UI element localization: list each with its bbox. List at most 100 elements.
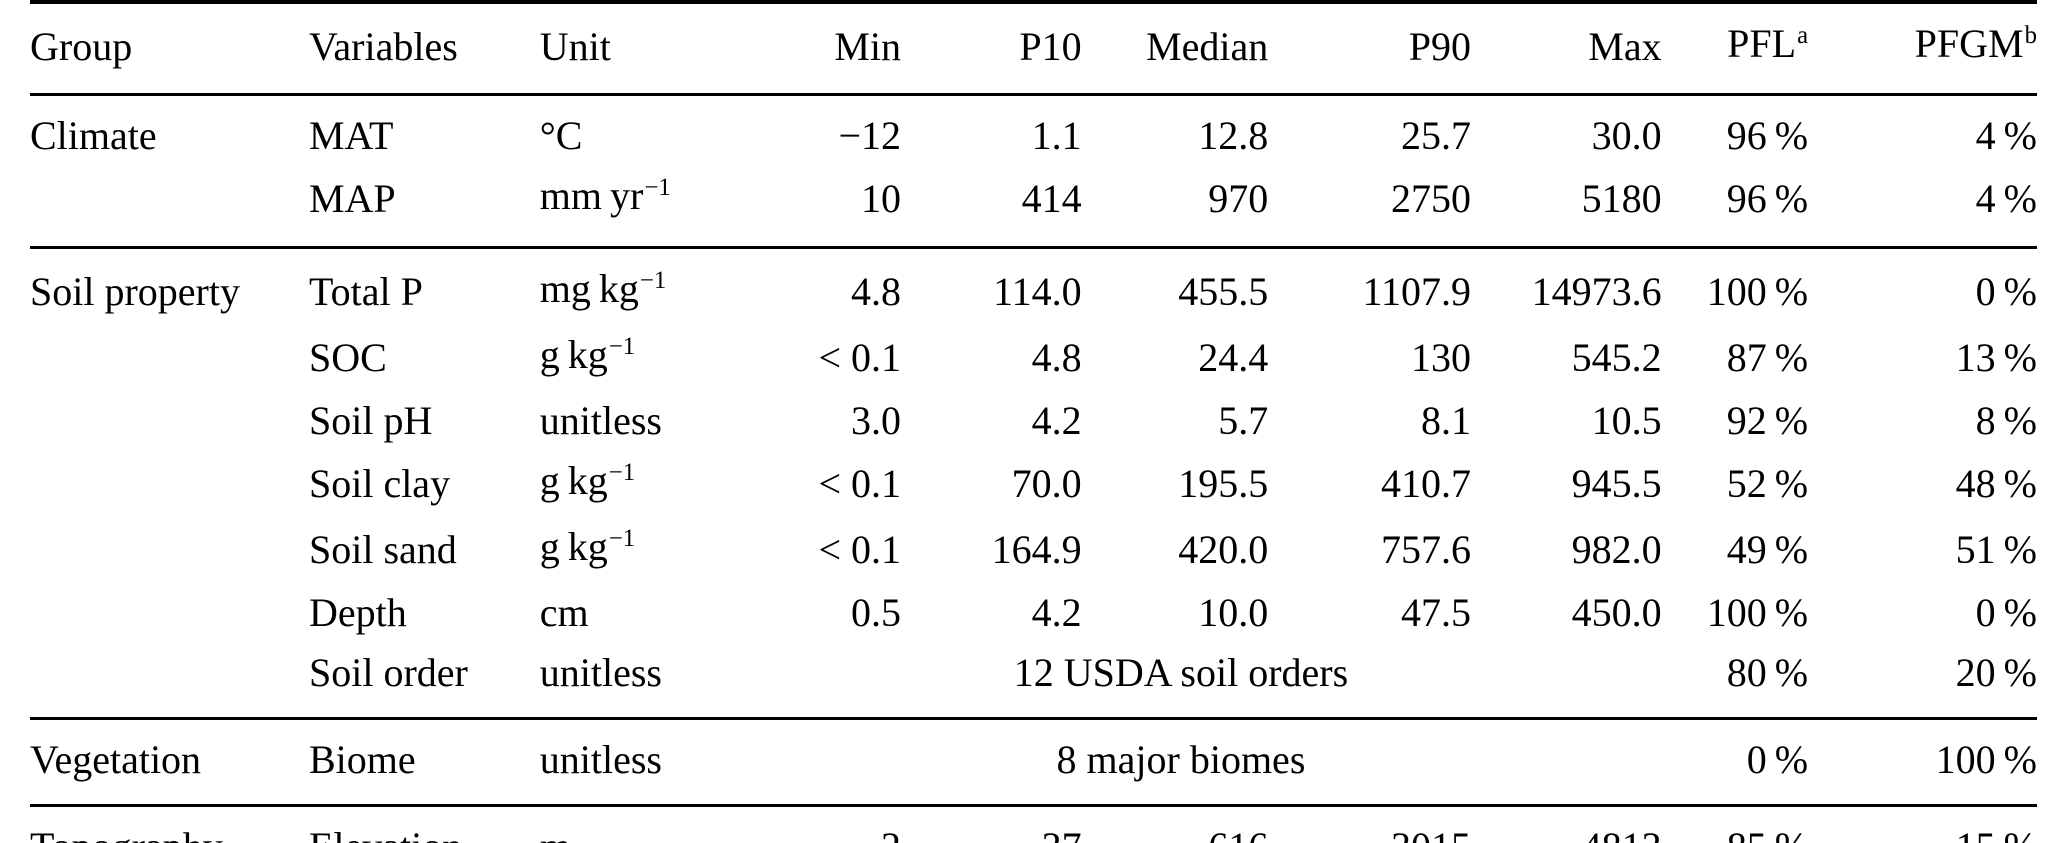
pfl-value: 96 %: [1726, 113, 1809, 158]
variable-label: MAP: [308, 176, 396, 221]
value-text: 970: [1208, 176, 1269, 221]
col-header-label: Variables: [308, 24, 458, 69]
value-text: 130: [1410, 335, 1471, 380]
pfgm-value: 0 %: [1975, 590, 2037, 635]
cell-pfgm: 20 %: [1808, 643, 2037, 719]
variable-label: MAT: [308, 113, 394, 158]
value-text: 3.0: [851, 398, 901, 443]
col-header-label: Group: [30, 24, 133, 69]
col-header-label: PFL: [1727, 21, 1797, 66]
cell-group: [30, 325, 309, 391]
value-text: 1.1: [1031, 113, 1082, 158]
cell-group: [30, 391, 309, 451]
cell-pfgm: 0 %: [1808, 248, 2037, 326]
cell-variable: Soil clay: [309, 451, 540, 517]
col-header-label: Median: [1146, 24, 1269, 69]
value-text: 25.7: [1400, 113, 1471, 158]
cell-pfl: 96 %: [1662, 166, 1808, 248]
value-text: < 0.1: [818, 461, 901, 506]
table-row: Soil sand g kg−1 < 0.1 164.9 420.0 757.6 982.0…: [30, 517, 2037, 583]
unit-label: unitless: [539, 398, 662, 443]
cell-variable: Soil pH: [309, 391, 540, 451]
cell-unit: mg kg−1: [540, 248, 701, 326]
col-header-max: Max: [1471, 2, 1661, 95]
cell-span-note: 8 major biomes: [700, 719, 1661, 806]
pfgm-value: 4 %: [1975, 176, 2037, 221]
value-text: < 0.1: [818, 527, 901, 572]
cell-variable: MAT: [309, 95, 540, 167]
cell-unit: g kg−1: [540, 325, 701, 391]
cell-max: 545.2: [1471, 325, 1662, 391]
value-text: −2: [858, 824, 901, 843]
variable-label: Biome: [308, 737, 416, 782]
value-text: 12.8: [1198, 113, 1269, 158]
value-text: 47.5: [1400, 590, 1471, 635]
cell-group: [30, 166, 309, 248]
col-header-p90: P90: [1268, 2, 1471, 95]
cell-median: 420.0: [1082, 517, 1268, 583]
value-text: 545.2: [1571, 335, 1662, 380]
value-text: 10: [861, 176, 901, 221]
cell-p90: 2750: [1268, 166, 1471, 248]
value-text: 14973.6: [1531, 269, 1662, 314]
value-text: 616: [1208, 824, 1268, 843]
value-text: 410.7: [1380, 461, 1471, 506]
table-row: SOC g kg−1 < 0.1 4.8 24.4 130 545.2 87 % 13 %: [30, 325, 2037, 391]
cell-unit: unitless: [540, 643, 701, 719]
table-row: Topography Elevation m −2 37 616 3015 4813 85 % 1…: [30, 806, 2037, 843]
group-label: Vegetation: [30, 737, 202, 782]
cell-variable: Biome: [309, 719, 540, 806]
value-text: 114.0: [993, 269, 1082, 314]
cell-pfgm: 4 %: [1808, 166, 2037, 248]
cell-pfl: 96 %: [1662, 95, 1809, 167]
cell-min: 4.8: [700, 248, 901, 326]
value-text: 4.2: [1031, 590, 1082, 635]
cell-p10: 414: [901, 166, 1082, 248]
table-row: Soil clay g kg−1 < 0.1 70.0 195.5 410.7 945.5 5…: [30, 451, 2037, 517]
unit-label: g kg: [539, 524, 608, 569]
value-text: 1107.9: [1362, 269, 1471, 314]
value-text: 10.5: [1591, 398, 1662, 443]
unit-exponent: −1: [644, 174, 671, 202]
table-row: Soil property Total P mg kg−1 4.8 114.0 455.5…: [30, 248, 2037, 326]
pfl-value: 85 %: [1727, 824, 1808, 843]
cell-max: 450.0: [1471, 583, 1662, 643]
col-header-label: P10: [1019, 24, 1082, 69]
value-text: < 0.1: [818, 335, 901, 380]
pfgm-value: 13 %: [1955, 335, 2037, 380]
cell-unit: cm: [540, 583, 701, 643]
value-text: 414: [1021, 176, 1082, 221]
cell-p90: 8.1: [1268, 391, 1471, 451]
cell-p90: 47.5: [1268, 583, 1471, 643]
pfgm-value: 48 %: [1955, 461, 2037, 506]
value-text: 0.5: [851, 590, 901, 635]
col-header-variables: Variables: [309, 2, 540, 95]
col-header-label: Unit: [539, 24, 611, 69]
cell-max: 982.0: [1471, 517, 1662, 583]
cell-group: Vegetation: [30, 719, 309, 806]
col-header-unit: Unit: [540, 2, 701, 95]
variable-label: Soil clay: [308, 461, 451, 506]
header-row: Group Variables Unit Min P10 Median P90 Max PFLa…: [30, 2, 2037, 95]
value-text: −12: [838, 113, 901, 158]
pfl-value: 100 %: [1706, 590, 1809, 635]
cell-unit: g kg−1: [540, 451, 701, 517]
cell-group: Soil property: [30, 248, 309, 326]
cell-p10: 4.2: [901, 583, 1082, 643]
unit-label: unitless: [539, 737, 662, 782]
pfl-value: 49 %: [1726, 527, 1809, 572]
cell-pfl: 100 %: [1662, 248, 1809, 326]
span-note-text: 8 major biomes: [1056, 737, 1306, 782]
cell-min: 3.0: [700, 391, 901, 451]
cell-max: 10.5: [1471, 391, 1662, 451]
cell-p10: 70.0: [901, 451, 1082, 517]
cell-max: 945.5: [1471, 451, 1662, 517]
cell-p90: 1107.9: [1268, 248, 1471, 326]
pfgm-value: 51 %: [1955, 527, 2037, 572]
cell-p90: 3015: [1268, 806, 1471, 843]
cell-pfl: 85 %: [1662, 806, 1808, 843]
pfl-value: 100 %: [1706, 269, 1809, 314]
cell-unit: mm yr−1: [540, 166, 701, 248]
table-header: Group Variables Unit Min P10 Median P90 Max PFLa…: [30, 2, 2037, 95]
cell-pfgm: 0 %: [1808, 583, 2037, 643]
